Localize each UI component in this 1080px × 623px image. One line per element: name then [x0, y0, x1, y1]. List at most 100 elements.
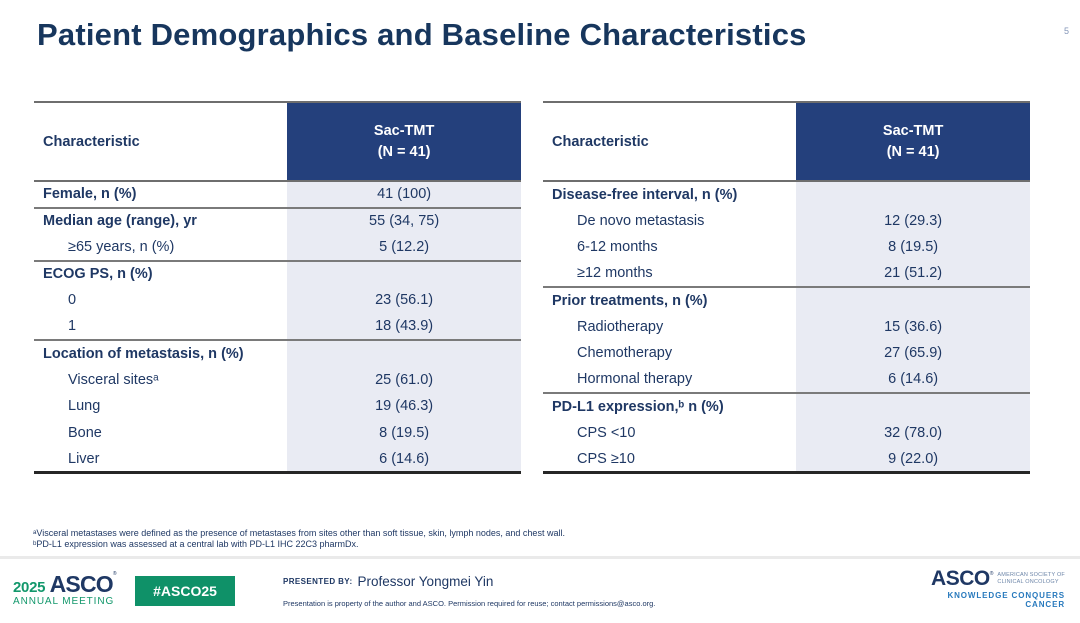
asco-wordmark: ASCO: [931, 567, 990, 590]
row-label: Female, n (%): [34, 181, 288, 208]
demographics-table-right: Characteristic Sac-TMT (N = 41) Disease-…: [543, 101, 1030, 474]
asco-tagline: KNOWLEDGE CONQUERS CANCER: [947, 591, 1065, 609]
table-row: 0 23 (56.1): [34, 287, 521, 314]
row-label: 0: [34, 287, 288, 314]
table-row: CPS <10 32 (78.0): [543, 419, 1030, 446]
row-label: Liver: [34, 446, 288, 473]
row-label: CPS ≥10: [543, 446, 797, 473]
row-value: 6 (14.6): [796, 366, 1030, 393]
row-value: [796, 181, 1030, 208]
row-label: Disease-free interval, n (%): [543, 181, 797, 208]
asco-wordmark: ASCO: [49, 571, 114, 597]
row-value: [796, 287, 1030, 314]
row-label: Chemotherapy: [543, 340, 797, 367]
demographics-table-left: Characteristic Sac-TMT (N = 41) Female, …: [34, 101, 521, 474]
characteristic-header: Characteristic: [34, 102, 288, 181]
table-row: De novo metastasis 12 (29.3): [543, 207, 1030, 234]
row-label: CPS <10: [543, 419, 797, 446]
table-row: ≥65 years, n (%) 5 (12.2): [34, 234, 521, 261]
registered-mark-icon: ®: [989, 571, 994, 577]
table-row: ≥12 months 21 (51.2): [543, 260, 1030, 287]
table-row: Hormonal therapy 6 (14.6): [543, 366, 1030, 393]
row-value: [287, 260, 521, 287]
row-value: 41 (100): [287, 181, 521, 208]
characteristic-header: Characteristic: [543, 102, 797, 181]
row-label: Prior treatments, n (%): [543, 287, 797, 314]
row-label: De novo metastasis: [543, 207, 797, 234]
registered-mark-icon: ®: [112, 571, 117, 577]
row-value: 18 (43.9): [287, 313, 521, 340]
row-label: Bone: [34, 419, 288, 446]
slide-page-number: 5: [1064, 26, 1070, 36]
presented-by-label: PRESENTED BY:: [283, 577, 353, 586]
table-row: Liver 6 (14.6): [34, 446, 521, 473]
annual-meeting-label: ANNUAL MEETING: [13, 596, 115, 607]
table-row: Visceral sitesᵃ 25 (61.0): [34, 366, 521, 393]
row-label: Location of metastasis, n (%): [34, 340, 288, 367]
society-name: AMERICAN SOCIETY OF CLINICAL ONCOLOGY: [997, 572, 1065, 585]
page-title: Patient Demographics and Baseline Charac…: [37, 17, 807, 52]
row-label: ECOG PS, n (%): [34, 260, 288, 287]
table-row: Chemotherapy 27 (65.9): [543, 340, 1030, 367]
table-header-row: Characteristic Sac-TMT (N = 41): [543, 102, 1030, 181]
row-value: 15 (36.6): [796, 313, 1030, 340]
table-row: PD-L1 expression,ᵇ n (%): [543, 393, 1030, 420]
row-value: [287, 340, 521, 367]
row-value: 25 (61.0): [287, 366, 521, 393]
row-value: 23 (56.1): [287, 287, 521, 314]
row-value: 9 (22.0): [796, 446, 1030, 473]
table-row: ECOG PS, n (%): [34, 260, 521, 287]
row-label: Hormonal therapy: [543, 366, 797, 393]
arm-n: (N = 41): [377, 143, 431, 160]
table-header-row: Characteristic Sac-TMT (N = 41): [34, 102, 521, 181]
table-row: Female, n (%) 41 (100): [34, 181, 521, 208]
hashtag-badge: #ASCO25: [135, 576, 235, 606]
table-row: Radiotherapy 15 (36.6): [543, 313, 1030, 340]
arm-header: Sac-TMT (N = 41): [796, 102, 1030, 181]
row-value: 19 (46.3): [287, 393, 521, 420]
row-label: ≥12 months: [543, 260, 797, 287]
row-value: 27 (65.9): [796, 340, 1030, 367]
row-value: [796, 393, 1030, 420]
arm-n: (N = 41): [886, 143, 940, 160]
arm-header: Sac-TMT (N = 41): [287, 102, 521, 181]
table-row: Bone 8 (19.5): [34, 419, 521, 446]
table-row: CPS ≥10 9 (22.0): [543, 446, 1030, 473]
asco-annual-meeting-logo: 2025 ASCO® ANNUAL MEETING: [13, 571, 131, 607]
presenter-name: Professor Yongmei Yin: [357, 574, 494, 589]
table-row: Lung 19 (46.3): [34, 393, 521, 420]
table-row: Location of metastasis, n (%): [34, 340, 521, 367]
row-label: ≥65 years, n (%): [34, 234, 288, 261]
footer-divider: [0, 556, 1080, 559]
row-label: PD-L1 expression,ᵇ n (%): [543, 393, 797, 420]
row-value: 8 (19.5): [796, 234, 1030, 261]
row-label: Visceral sitesᵃ: [34, 366, 288, 393]
meeting-year: 2025: [13, 579, 46, 596]
row-value: 55 (34, 75): [287, 207, 521, 234]
row-value: 21 (51.2): [796, 260, 1030, 287]
arm-name: Sac-TMT: [882, 123, 944, 140]
footnote-b: ᵇPD-L1 expression was assessed at a cent…: [33, 539, 359, 549]
row-label: 1: [34, 313, 288, 340]
row-value: 6 (14.6): [287, 446, 521, 473]
row-value: 8 (19.5): [287, 419, 521, 446]
row-label: Median age (range), yr: [34, 207, 288, 234]
table-row: Disease-free interval, n (%): [543, 181, 1030, 208]
row-label: 6-12 months: [543, 234, 797, 261]
presented-by-block: PRESENTED BY: Professor Yongmei Yin Prese…: [283, 573, 655, 608]
table-row: 6-12 months 8 (19.5): [543, 234, 1030, 261]
footnote-a: ᵃVisceral metastases were defined as the…: [33, 528, 565, 538]
row-value: 32 (78.0): [796, 419, 1030, 446]
permission-disclaimer: Presentation is property of the author a…: [283, 599, 656, 608]
row-value: 5 (12.2): [287, 234, 521, 261]
row-value: 12 (29.3): [796, 207, 1030, 234]
arm-name: Sac-TMT: [373, 123, 435, 140]
asco-society-logo: ASCO ® AMERICAN SOCIETY OF CLINICAL ONCOL…: [920, 567, 1065, 609]
row-label: Radiotherapy: [543, 313, 797, 340]
table-row: Prior treatments, n (%): [543, 287, 1030, 314]
table-row: 1 18 (43.9): [34, 313, 521, 340]
row-label: Lung: [34, 393, 288, 420]
footnotes: ᵃVisceral metastases were defined as the…: [33, 528, 565, 550]
table-row: Median age (range), yr 55 (34, 75): [34, 207, 521, 234]
